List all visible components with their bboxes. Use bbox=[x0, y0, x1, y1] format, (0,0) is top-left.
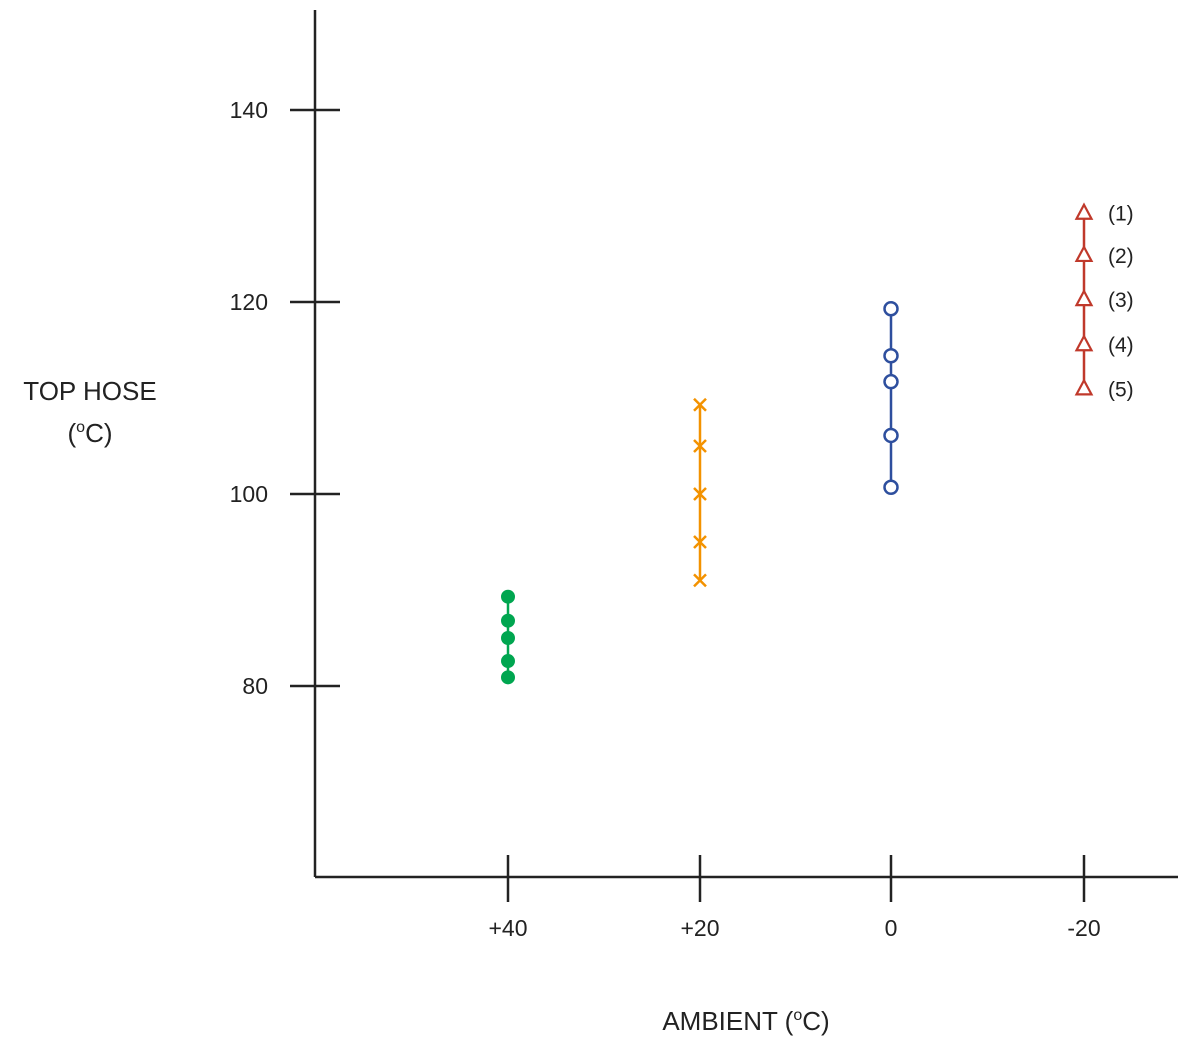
y-tick-label-100: 100 bbox=[230, 481, 268, 507]
point-minus20-5 bbox=[1074, 378, 1094, 396]
x-tick-label-0: 0 bbox=[885, 915, 898, 941]
point-plus40-4 bbox=[501, 654, 515, 669]
point-minus20-1 bbox=[1074, 202, 1094, 220]
series-ambient-0 bbox=[883, 300, 899, 496]
point-plus20-2 bbox=[693, 439, 707, 453]
x-axis-title-degree: o bbox=[793, 1007, 802, 1024]
point-0-4 bbox=[883, 427, 899, 444]
y-tick-label-80: 80 bbox=[242, 673, 268, 699]
point-plus40-2 bbox=[501, 613, 515, 628]
point-label-5: (5) bbox=[1108, 378, 1134, 401]
point-plus20-5 bbox=[693, 573, 707, 588]
x-axis-title-unit: C) bbox=[802, 1006, 829, 1036]
point-labels: (1) (2) (3) (4) (5) bbox=[1108, 203, 1134, 402]
y-axis-title-degree: o bbox=[76, 419, 85, 436]
y-tick-label-120: 120 bbox=[230, 289, 268, 315]
x-axis-title: AMBIENT (oC) bbox=[662, 1006, 829, 1036]
point-0-1 bbox=[883, 300, 899, 317]
series-ambient-plus40 bbox=[501, 589, 515, 685]
point-plus40-1 bbox=[501, 589, 515, 604]
point-minus20-2 bbox=[1074, 244, 1094, 263]
y-tick-label-140: 140 bbox=[230, 97, 268, 123]
y-axis-title-open: ( bbox=[67, 418, 76, 448]
point-plus20-3 bbox=[693, 487, 707, 501]
point-plus40-5 bbox=[501, 670, 515, 685]
y-axis-title-line1: TOP HOSE bbox=[23, 376, 156, 406]
point-plus20-1 bbox=[693, 397, 707, 412]
x-axis-title-text: AMBIENT ( bbox=[662, 1006, 793, 1036]
point-minus20-4 bbox=[1074, 333, 1094, 352]
point-label-3: (3) bbox=[1108, 289, 1134, 312]
series-ambient-minus20 bbox=[1074, 202, 1094, 396]
point-plus20-4 bbox=[693, 535, 707, 549]
y-axis-title-line2: (oC) bbox=[67, 418, 112, 448]
x-tick-label-plus20: +20 bbox=[680, 915, 719, 941]
axis-ticks: 80 100 120 140 +40 +20 0 -20 bbox=[230, 97, 1101, 941]
point-plus40-3 bbox=[501, 631, 515, 645]
x-tick-label-minus20: -20 bbox=[1067, 915, 1100, 941]
axes bbox=[313, 10, 1178, 879]
point-0-5 bbox=[883, 479, 899, 496]
point-minus20-3 bbox=[1074, 288, 1094, 307]
point-label-2: (2) bbox=[1108, 245, 1134, 268]
x-tick-label-plus40: +40 bbox=[488, 915, 527, 941]
point-label-1: (1) bbox=[1108, 203, 1134, 226]
series-ambient-plus20 bbox=[693, 397, 707, 588]
point-label-4: (4) bbox=[1108, 334, 1134, 357]
point-0-3 bbox=[883, 373, 899, 390]
y-axis-title-unit: C) bbox=[85, 418, 112, 448]
data-series bbox=[501, 202, 1094, 685]
point-0-2 bbox=[883, 348, 899, 364]
